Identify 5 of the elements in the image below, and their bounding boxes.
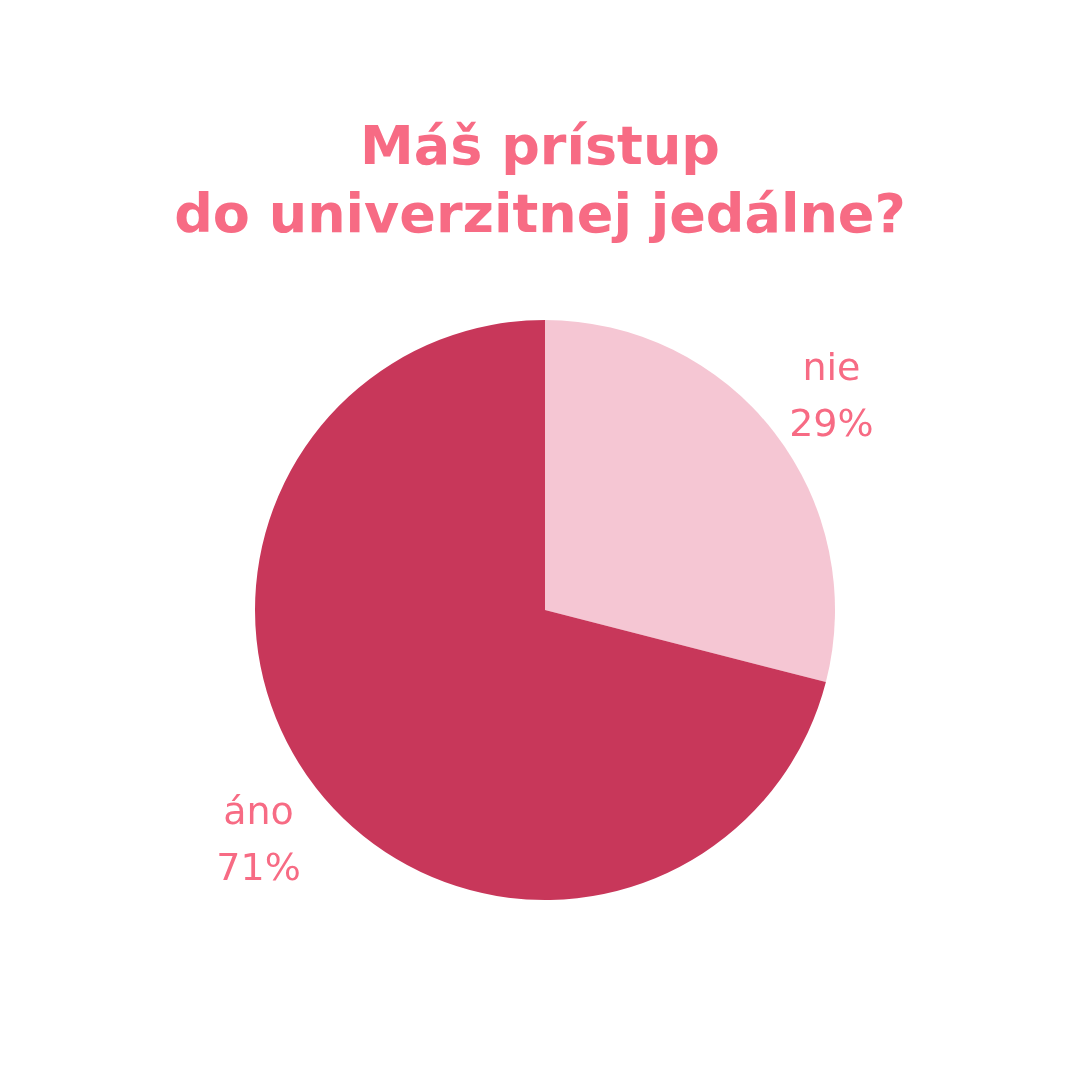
slice-label: nie: [802, 344, 861, 389]
slice-label: áno: [223, 789, 294, 834]
data-label: 71%: [216, 845, 301, 890]
data-label: 29%: [789, 400, 874, 445]
chart-title: Máš prístup do univerzitnej jedálne?: [173, 113, 907, 247]
